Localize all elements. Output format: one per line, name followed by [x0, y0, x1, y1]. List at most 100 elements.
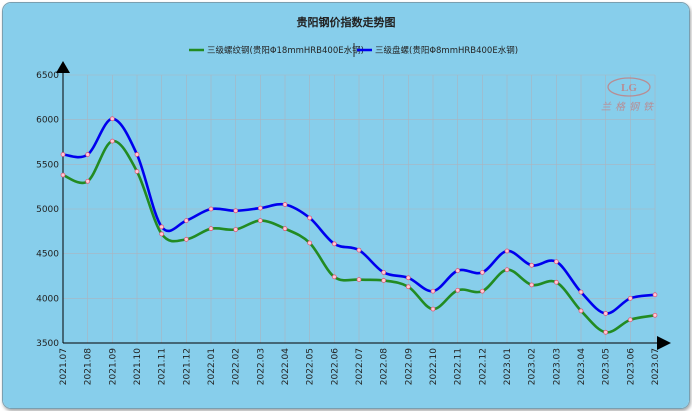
x-axis-ticks: 2021.07 2021.08 2021.09 2021.10 2021.11 2021.…	[59, 348, 661, 385]
x-tick-label: 2021.12	[182, 348, 192, 385]
series-1-point	[553, 279, 559, 285]
x-tick-label: 2021.08	[84, 348, 94, 385]
series-2-point	[307, 215, 313, 221]
series	[60, 116, 658, 335]
series-2-point	[504, 248, 510, 254]
x-tick-label: 2023.02	[528, 348, 538, 385]
x-tick-label: 2022.01	[207, 348, 217, 385]
series-1-point	[257, 218, 263, 223]
series-2-point	[134, 152, 140, 157]
x-tick-label: 2022.05	[306, 348, 316, 385]
series-1-point	[85, 178, 91, 184]
lange-steel-logo-icon	[607, 77, 651, 97]
series-1-point	[282, 226, 288, 232]
x-tick-label: 2021.10	[133, 348, 143, 385]
series-2-point	[85, 152, 91, 157]
legend-item-series-1: 三级螺纹钢(贵阳Φ18mmHRB400E水钢)	[189, 45, 364, 56]
series-1-point	[60, 172, 66, 178]
series-1-point	[652, 312, 658, 318]
x-tick-label: 2022.09	[404, 348, 414, 385]
series-2-point	[109, 116, 115, 122]
series-1-point	[430, 306, 436, 312]
series-1	[60, 138, 658, 335]
y-tick-label: 3500	[36, 339, 59, 349]
series-2-point	[60, 152, 66, 157]
x-tick-label: 2023.04	[577, 348, 587, 385]
series-2-point	[282, 202, 288, 207]
series-1-point	[331, 274, 337, 280]
series-1-point	[109, 138, 115, 144]
series-2-point	[430, 288, 436, 294]
series-2-point	[381, 270, 387, 275]
series-2-point	[529, 262, 535, 268]
series-1-point	[356, 277, 362, 282]
series-1-point	[134, 169, 140, 174]
series-1-point	[627, 317, 633, 323]
series-2-point	[627, 295, 633, 301]
series-1-point	[405, 284, 411, 290]
legend-label-series-1: 三级螺纹钢(贵阳Φ18mmHRB400E水钢)	[207, 45, 364, 56]
x-tick-label: 2022.12	[478, 348, 488, 385]
legend-label-series-2: 三级盘螺(贵阳Φ8mmHRB400E水钢)	[375, 45, 518, 56]
x-tick-label: 2023.06	[626, 348, 636, 385]
line-chart: 贵阳钢价指数走势图 三级螺纹钢(贵阳Φ18mmHRB400E水钢) 三级盘螺(贵…	[3, 3, 689, 408]
lange-steel-logo: LG 兰格钢铁	[601, 77, 657, 113]
series-1-point	[504, 267, 510, 273]
series-2-point	[331, 241, 337, 247]
series-2-point	[257, 205, 263, 211]
series-2-point	[652, 292, 658, 298]
series-2-point	[233, 208, 239, 214]
series-1-point	[159, 231, 165, 237]
x-tick-label: 2022.10	[429, 348, 439, 385]
x-tick-label: 2023.07	[651, 348, 661, 385]
series-2-point	[405, 275, 411, 281]
lange-steel-logo-mark: LG	[621, 82, 637, 94]
series-1-point	[455, 287, 461, 293]
y-tick-label: 6500	[36, 71, 59, 81]
series-1-point	[208, 226, 214, 232]
chart-title: 贵阳钢价指数走势图	[297, 15, 396, 29]
x-tick-label: 2022.04	[281, 348, 291, 385]
x-tick-label: 2021.07	[59, 348, 69, 385]
y-tick-label: 4000	[36, 294, 59, 304]
series-1-point	[479, 288, 485, 294]
series-2-point	[208, 206, 214, 212]
chart-background	[3, 3, 689, 408]
lange-steel-logo-text: 兰格钢铁	[601, 101, 657, 113]
axes	[56, 61, 671, 350]
y-axis-ticks: 3500 4000 4500 5000 5500 6000 6500	[36, 71, 59, 349]
x-tick-label: 2022.11	[454, 348, 464, 385]
legend: 三级螺纹钢(贵阳Φ18mmHRB400E水钢) 三级盘螺(贵阳Φ8mmHRB40…	[189, 43, 518, 57]
series-2-point	[159, 224, 165, 230]
legend-item-series-2: 三级盘螺(贵阳Φ8mmHRB400E水钢)	[357, 45, 518, 56]
series-1-point	[578, 308, 584, 314]
series-2	[60, 116, 658, 316]
series-2-point	[356, 247, 362, 253]
series-1-point	[603, 329, 609, 335]
series-2-point	[553, 259, 559, 265]
series-1-point	[183, 237, 189, 242]
x-tick-label: 2022.03	[256, 348, 266, 385]
y-tick-label: 6000	[36, 116, 59, 126]
x-tick-label: 2022.06	[330, 348, 340, 385]
x-tick-label: 2022.08	[380, 348, 390, 385]
y-tick-label: 4500	[36, 250, 59, 260]
x-tick-label: 2023.03	[552, 348, 562, 385]
series-2-point	[578, 289, 584, 295]
x-tick-label: 2021.09	[108, 348, 118, 385]
series-2-point	[603, 311, 609, 316]
series-1-point	[307, 240, 313, 246]
series-1-point	[381, 278, 387, 283]
y-tick-label: 5500	[36, 160, 59, 170]
series-2-point	[479, 270, 485, 275]
x-tick-label: 2022.02	[232, 348, 242, 385]
series-1-point	[233, 227, 239, 232]
x-axis-arrow-icon	[657, 336, 671, 350]
y-tick-label: 5000	[36, 205, 59, 215]
y-axis-arrow-icon	[56, 61, 70, 73]
x-tick-label: 2022.07	[355, 348, 365, 385]
series-2-point	[455, 268, 461, 273]
series-2-point	[183, 218, 189, 223]
x-tick-label: 2023.05	[602, 348, 612, 385]
